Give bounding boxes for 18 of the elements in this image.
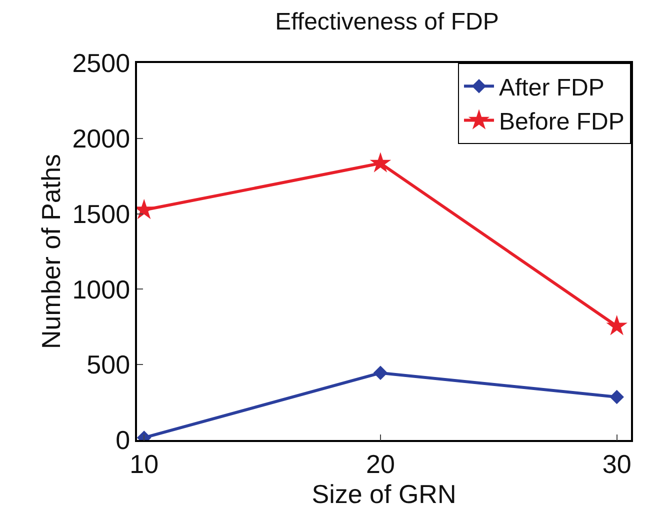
y-tick-label: 0 xyxy=(116,425,130,456)
y-tick-label: 500 xyxy=(86,350,130,380)
y-tick-label: 1000 xyxy=(72,274,130,304)
y-axis-title: Number of Paths xyxy=(36,154,66,350)
legend-label: After FDP xyxy=(499,74,604,102)
y-tick-label: 1500 xyxy=(72,198,130,229)
point xyxy=(373,366,388,380)
x-tick-label: 10 xyxy=(130,448,159,479)
y-tick-label: 2000 xyxy=(72,124,130,154)
point xyxy=(606,314,628,336)
y-tick-label: 2500 xyxy=(72,48,130,78)
legend-label: Before FDP xyxy=(499,108,624,136)
chart-title: Effectiveness of FDP xyxy=(275,8,499,36)
x-tick-label: 30 xyxy=(602,448,632,479)
point xyxy=(610,390,624,404)
x-axis-title: Size of GRN xyxy=(312,478,456,509)
x-tick-label: 20 xyxy=(366,448,395,479)
point xyxy=(370,152,392,172)
